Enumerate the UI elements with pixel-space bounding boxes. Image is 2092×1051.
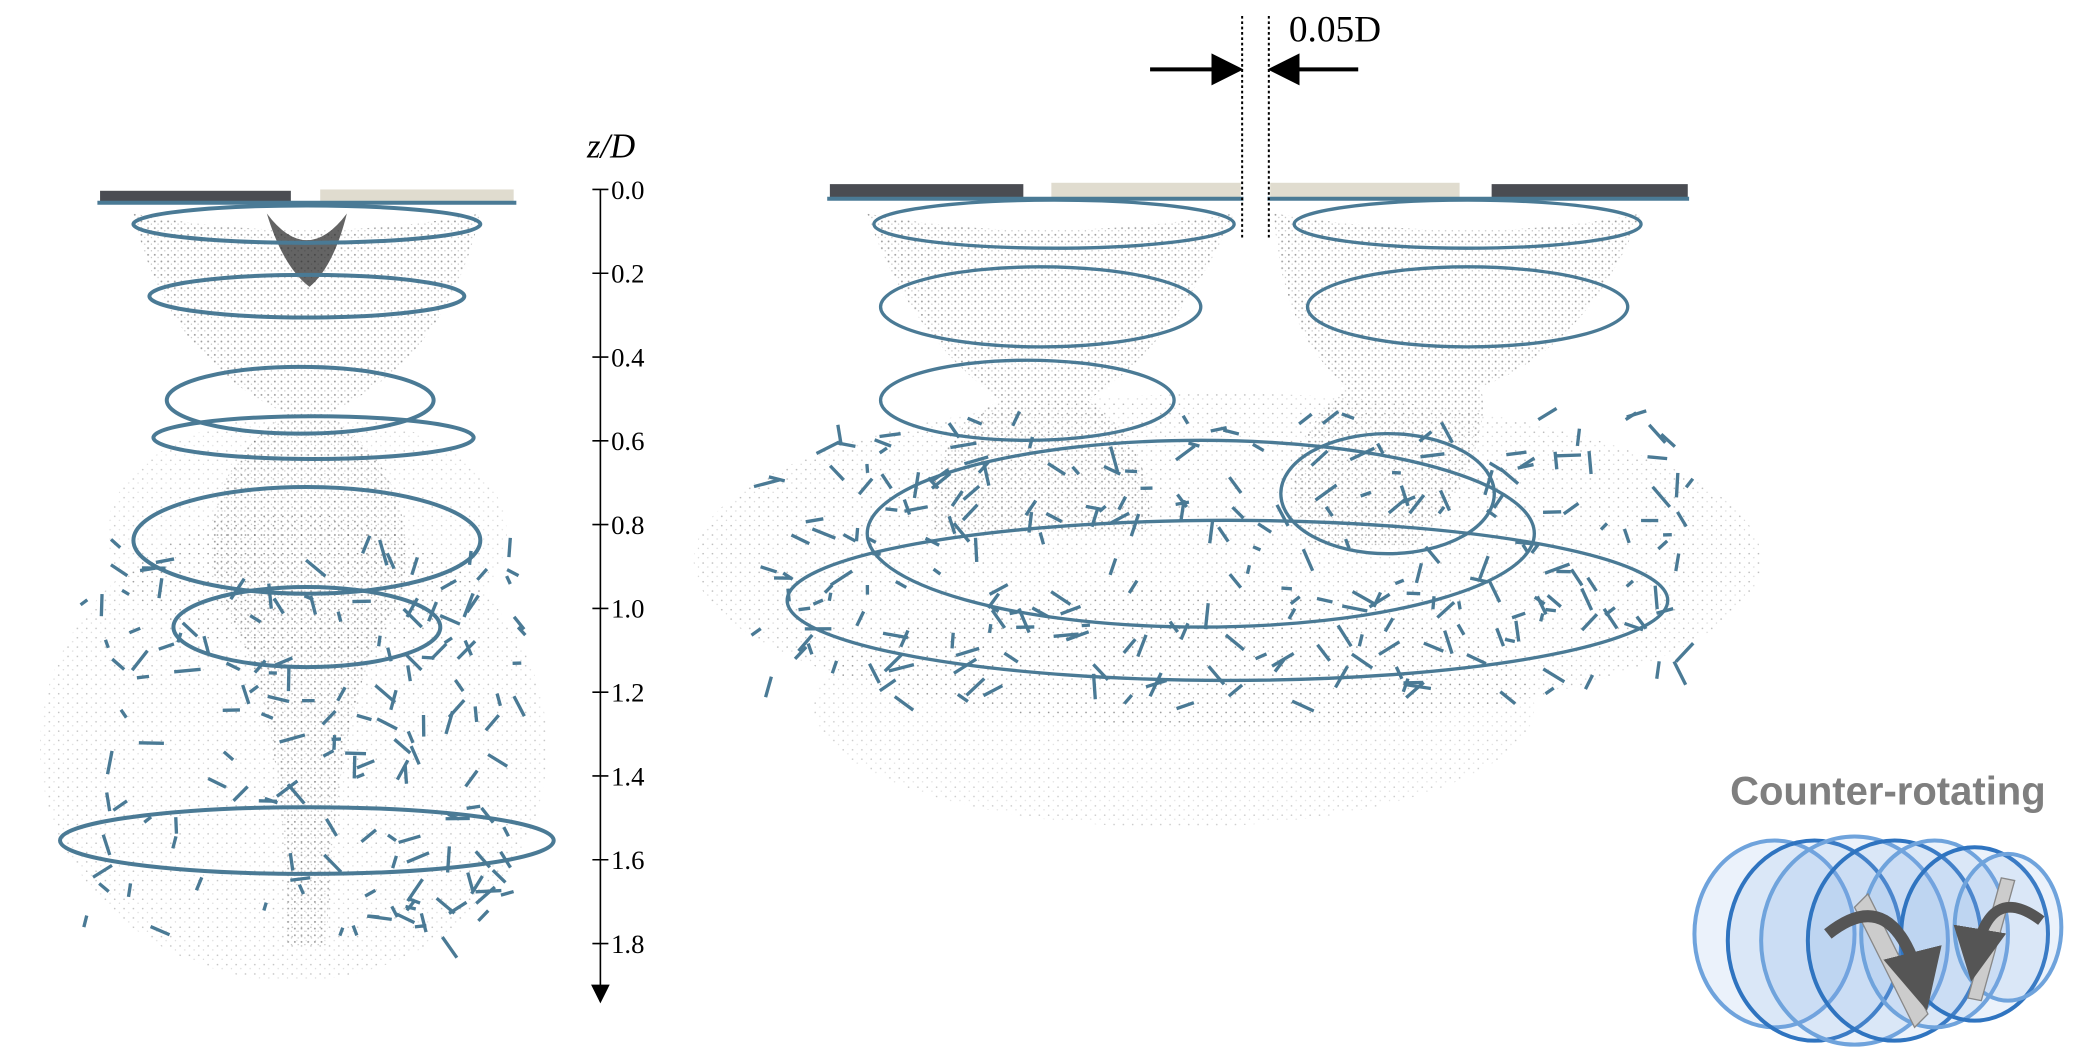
vortex-segment [1674,662,1686,685]
vortex-segment [140,568,155,570]
vortex-segment [885,509,897,510]
vortex-segment [467,806,481,808]
vortex-segment [448,846,450,872]
vortex-segment [867,464,868,473]
vortex-segment [405,766,406,784]
tick-label: 1.4 [611,761,644,791]
vortex-segment [976,538,977,562]
vortex-segment [1655,586,1657,609]
vortex-segment [952,633,953,649]
vortex-segment [788,589,789,602]
vortex-segment [1557,455,1581,456]
vortex-segment [1676,473,1677,497]
tick-label: 0.4 [611,342,644,372]
vortex-segment [470,551,472,565]
tick-label: 0.6 [611,426,644,456]
spacing-label: 0.05D [1289,9,1381,50]
vortex-segment [128,883,130,897]
vortex-segment [442,937,457,958]
vortex-segment [1647,457,1667,459]
vortex-segment [81,600,88,605]
vortex-segment [1538,408,1556,419]
vortex-segment [176,817,177,834]
vortex-segment [1515,542,1537,544]
tick-label: 1.0 [611,594,644,624]
vortex-segment [501,892,514,896]
z-axis: z/D 0.0 0.2 0.4 0.6 0.8 1.0 1.2 1.4 1.6 1.8 [586,126,644,1003]
vortex-segment [334,735,335,750]
vortex-segment [1125,471,1137,472]
vortex-segment [478,911,488,921]
vortex-segment [1577,429,1579,446]
blade [1270,183,1459,199]
vortex-segment [1281,588,1291,589]
tick-label: 1.2 [611,678,644,708]
tick-label: 0.0 [611,175,644,205]
vortex-segment [1546,610,1556,611]
axis-label: z/D [586,126,635,165]
tick-label: 1.6 [611,845,644,875]
vortex-segment [264,903,266,911]
vortex-segment [990,624,991,633]
vortex-segment [354,756,355,779]
vortex-segment [829,593,830,601]
icon-ring [1955,854,2062,1001]
vortex-segment [1589,451,1591,474]
vortex-segment [1176,502,1189,504]
vortex-segment [137,676,149,677]
vortex-segment [1543,512,1561,513]
twin-rotor-wake [694,200,1761,827]
vortex-segment [1541,613,1543,621]
vortex-segment [422,657,435,658]
vortex-segment [345,753,366,754]
legend-icon [1694,837,2061,1045]
vortex-segment [1555,452,1557,469]
tick-label: 0.2 [611,259,644,289]
single-rotor-wake [40,205,554,980]
blade [1051,183,1240,199]
vortex-segment [476,891,502,892]
vortex-segment [507,570,518,576]
vortex-segment [379,636,380,647]
vortex-segment [1433,596,1434,609]
vortex-segment [1657,661,1659,678]
vortex-segment [507,576,511,584]
axis-arrow [591,985,610,1004]
vortex-segment [1082,625,1090,626]
vortex-segment [1010,612,1018,614]
figure-content: 0.05D z/D 0.0 0.2 0.4 0.6 0.8 1.0 1.2 1.4 1.6 1.8… [40,9,2061,1044]
vortex-segment [766,677,772,697]
legend-label: Counter-rotating [1730,770,2046,814]
vortex-segment [1459,601,1460,609]
page: 0.05D z/D 0.0 0.2 0.4 0.6 0.8 1.0 1.2 1.4 1.6 1.8… [0,0,2092,1051]
vortex-segment [509,538,510,557]
vortex-segment [798,608,810,609]
figure: 0.05D z/D 0.0 0.2 0.4 0.6 0.8 1.0 1.2 1.4 1.6 1.8… [0,0,2092,1051]
blade [320,189,513,201]
vortex-segment [856,528,857,541]
tick-label: 1.8 [611,929,644,959]
vortex-segment [1247,565,1249,573]
vortex-segment [1505,639,1515,641]
vortex-segment [475,706,477,721]
vortex-segment [84,916,87,928]
vortex-segment [1094,674,1096,699]
tick-label: 0.8 [611,510,644,540]
vortex-segment [101,594,102,616]
